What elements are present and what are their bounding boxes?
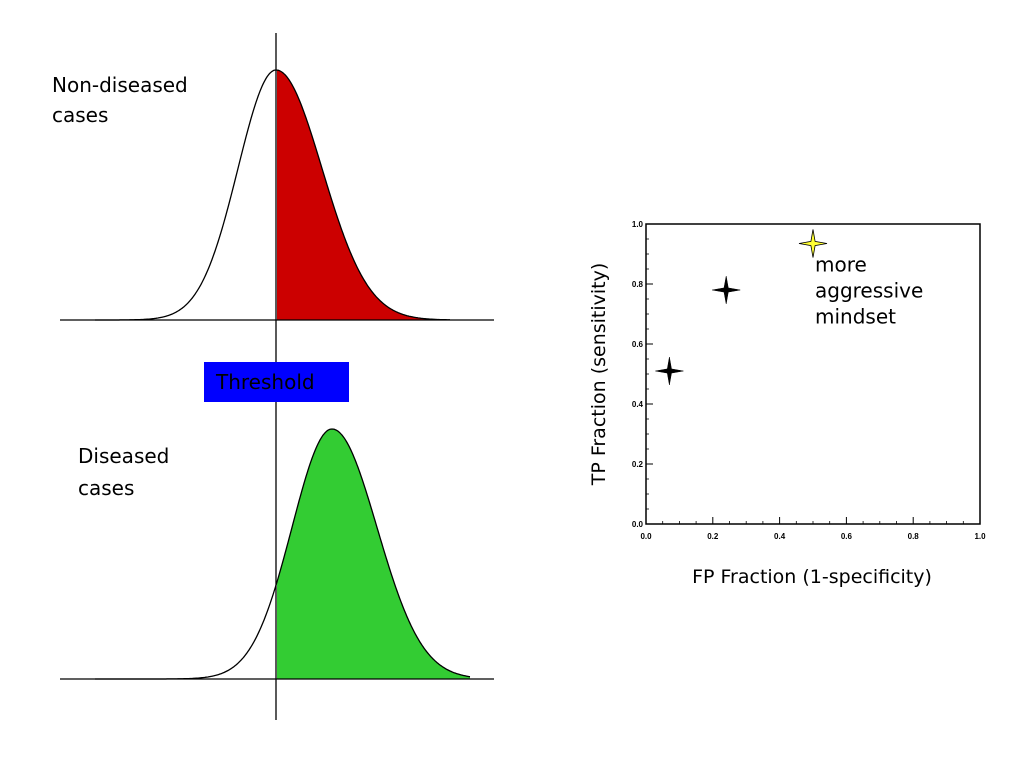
- diseased-distribution: [60, 428, 494, 680]
- threshold-label-box: [204, 362, 349, 402]
- nondiseased-label-line1: Non-diseased: [52, 73, 188, 97]
- nondiseased-distribution: [60, 69, 494, 321]
- y-tick-label: 1.0: [632, 220, 644, 229]
- roc-axis-ticks: 0.0 0.2 0.4 0.6 0.8 1.0 0.0 0.2 0.4 0.6 0.8 1.0: [632, 220, 986, 541]
- x-tick-label: 1.0: [974, 532, 986, 541]
- diseased-label-line2: cases: [78, 476, 134, 500]
- roc-point-star: [712, 275, 741, 305]
- x-tick-label: 0.4: [774, 532, 786, 541]
- annotation-line: mindset: [815, 305, 896, 329]
- roc-point-star: [655, 356, 684, 386]
- nondiseased-false-positive-area: [277, 70, 450, 320]
- y-tick-label: 0.8: [632, 280, 644, 289]
- roc-points: [655, 229, 828, 386]
- y-tick-label: 0.0: [632, 520, 644, 529]
- nondiseased-label-line2: cases: [52, 103, 108, 127]
- roc-chart: 0.0 0.2 0.4 0.6 0.8 1.0 0.0 0.2 0.4 0.6 0.8 1.0 mor…: [588, 220, 986, 588]
- diseased-label-line1: Diseased: [78, 444, 169, 468]
- roc-plot-frame: [645, 223, 981, 525]
- y-axis-title: TP Fraction (sensitivity): [588, 263, 610, 487]
- x-tick-label: 0.8: [908, 532, 920, 541]
- annotation-line: aggressive: [815, 279, 923, 303]
- y-tick-label: 0.4: [632, 400, 644, 409]
- y-tick-label: 0.2: [632, 460, 644, 469]
- diseased-true-positive-area: [277, 429, 470, 679]
- x-axis-title: FP Fraction (1-specificity): [692, 566, 932, 588]
- roc-point-star: [798, 229, 828, 258]
- x-tick-label: 0.0: [640, 532, 652, 541]
- x-tick-label: 0.2: [707, 532, 719, 541]
- annotation-line: more: [815, 253, 867, 277]
- threshold-label: Threshold: [215, 370, 315, 394]
- y-tick-label: 0.6: [632, 340, 644, 349]
- nondiseased-curve: [95, 69, 450, 321]
- x-tick-label: 0.6: [841, 532, 853, 541]
